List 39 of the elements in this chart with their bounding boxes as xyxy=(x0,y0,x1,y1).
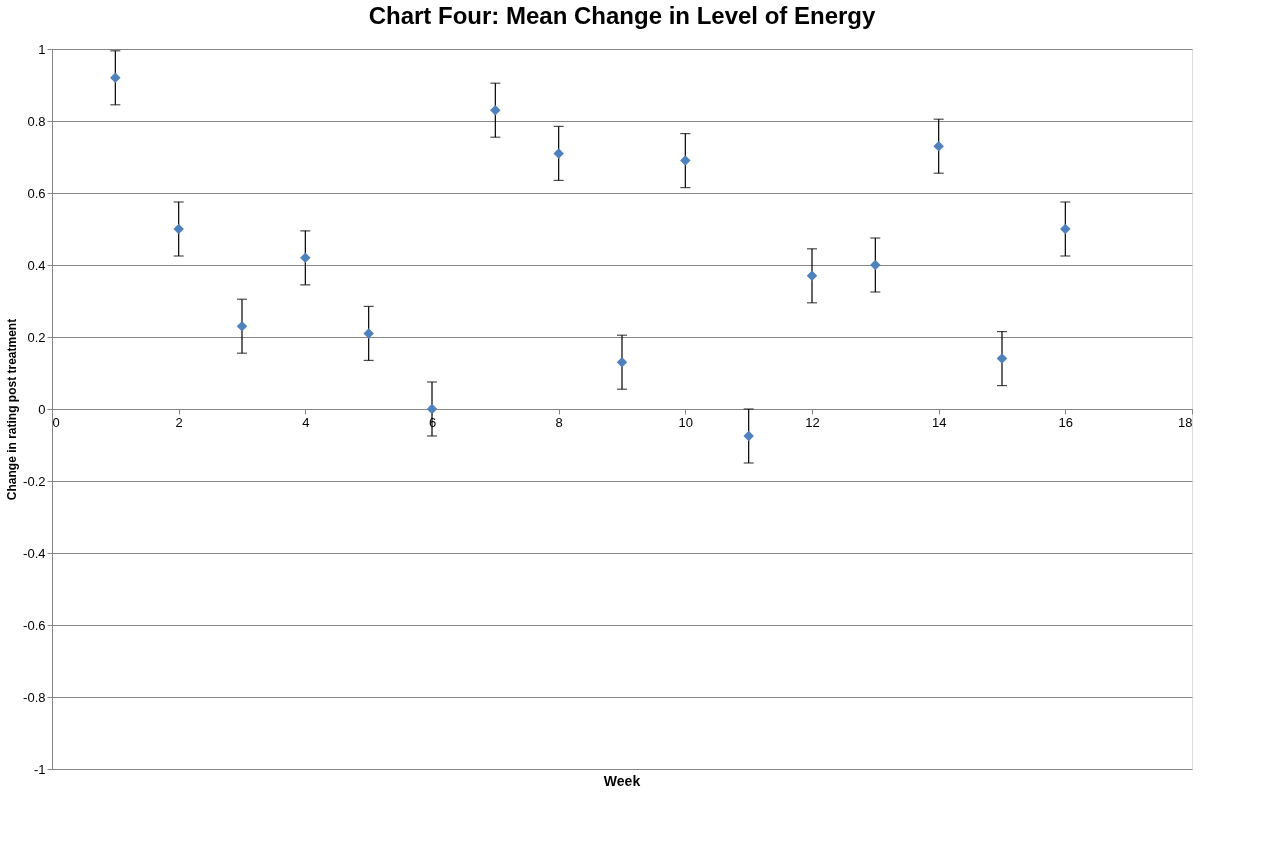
point xyxy=(616,356,628,368)
point xyxy=(490,104,501,116)
y-tick-label: 0.4 xyxy=(27,257,46,273)
y-axis-title: Change in rating post treatment xyxy=(5,318,20,501)
point xyxy=(743,430,754,442)
point xyxy=(300,252,311,264)
x-tick-label: 18 xyxy=(1178,414,1193,430)
point xyxy=(553,148,564,159)
chart-title: Chart Four: Mean Change in Level of Energy xyxy=(368,2,877,29)
x-tick-label: 2 xyxy=(175,414,183,430)
x-tick-label: 14 xyxy=(931,414,947,430)
x-tick-label: 0 xyxy=(52,414,60,430)
point xyxy=(426,403,438,415)
point xyxy=(933,140,944,152)
y-tick-label: 0.8 xyxy=(27,113,46,129)
x-axis-title: Week xyxy=(603,773,641,789)
y-tick-label: 1 xyxy=(38,41,46,57)
point xyxy=(1060,223,1071,235)
y-tick-label: -0.8 xyxy=(23,689,46,705)
point xyxy=(173,223,184,235)
x-tick-label: 4 xyxy=(302,414,310,430)
y-tick-label: -0.6 xyxy=(23,617,46,633)
point xyxy=(806,270,818,282)
x-tick-label: 10 xyxy=(678,414,694,430)
y-tick-label: -0.4 xyxy=(23,545,46,561)
y-tick-label: -1 xyxy=(33,761,46,777)
point xyxy=(363,328,374,339)
y-tick-label: 0.6 xyxy=(27,185,46,201)
point xyxy=(110,72,121,84)
point xyxy=(680,155,691,166)
x-tick-label: 12 xyxy=(805,414,820,430)
y-tick-label: -0.2 xyxy=(23,473,46,489)
y-tick-label: 0.2 xyxy=(27,329,46,345)
x-tick-label: 8 xyxy=(555,414,563,430)
point xyxy=(996,353,1008,364)
y-tick-label: 0 xyxy=(38,401,46,417)
point xyxy=(236,320,248,332)
x-tick-label: 16 xyxy=(1058,414,1074,430)
point xyxy=(870,259,881,271)
